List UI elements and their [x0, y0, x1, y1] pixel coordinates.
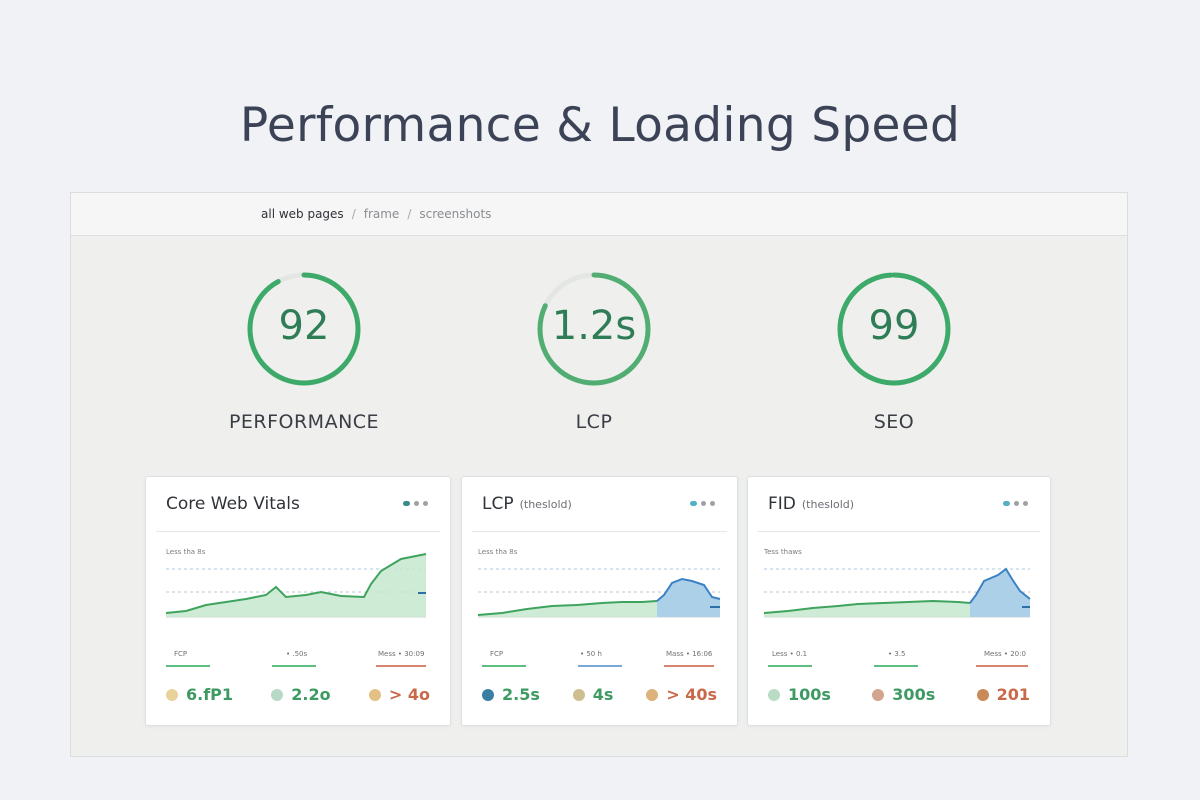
more-options-icon[interactable] [1003, 501, 1028, 506]
breadcrumb-item-all-web-pages[interactable]: all web pages [261, 207, 344, 221]
stat-poor: > 4o [368, 685, 430, 704]
gauge-label: LCP [575, 411, 613, 433]
gauge-lcp: 1.2s LCP [514, 269, 674, 433]
legend-label: • 50 h [580, 650, 602, 658]
stat-needs-improvement: 4s [572, 685, 614, 704]
card-core-web-vitals: Core Web Vitals Less tha 8s FCP • .50s M… [145, 476, 451, 726]
card-lcp: LCP (theslold) Less tha 8s FCP • 50 h Ma… [461, 476, 738, 726]
card-title: Core Web Vitals [166, 494, 300, 514]
status-dot [976, 688, 989, 701]
chart-axis-note: Tess thaws [763, 548, 802, 556]
card-subtitle: (theslold) [519, 497, 572, 511]
gauge-label: PERFORMANCE [228, 411, 380, 433]
threshold-bar-mid [272, 665, 316, 667]
stat-good: 6.fP1 [166, 685, 233, 704]
legend-label: FCP [490, 650, 504, 658]
stat-good: 100s [768, 685, 831, 704]
stat-value: 201 [996, 685, 1030, 704]
threshold-bar-good [166, 665, 210, 667]
stat-value: 4s [592, 685, 614, 704]
status-dot [482, 688, 494, 701]
status-dot [271, 688, 284, 701]
gauge-value: 99 [868, 303, 920, 349]
threshold-bar-poor [376, 665, 426, 667]
stat-value: 2.2o [291, 685, 331, 704]
more-options-icon[interactable] [690, 501, 715, 506]
stat-value: > 4o [388, 685, 430, 704]
gauge-ring [837, 272, 951, 386]
status-dot [768, 688, 780, 701]
stat-poor: > 40s [646, 685, 717, 704]
gauge-value: 92 [278, 303, 330, 349]
threshold-bar-poor [664, 665, 714, 667]
breadcrumb-separator: / [407, 207, 412, 221]
stat-poor: 201 [976, 685, 1030, 704]
gauge-ring [247, 272, 361, 386]
card-subtitle: (theslold) [801, 497, 855, 511]
stat-value: > 40s [666, 685, 717, 704]
trend-chart: Less tha 8s [477, 548, 721, 618]
threshold-bar-good [768, 665, 812, 667]
status-dot [368, 688, 381, 701]
trend-chart: Less tha 8s [165, 548, 427, 618]
gauge-performance: 92 PERFORMANCE [224, 269, 384, 433]
page-headline: Performance & Loading Speed [239, 98, 961, 153]
stat-value: 100s [788, 685, 831, 704]
stat-value: 6.fP1 [186, 685, 234, 704]
stat-needs-improvement: 300s [872, 685, 935, 704]
status-dot [646, 688, 659, 701]
legend-label: • 3.5 [888, 650, 906, 658]
card-title: FID [768, 494, 796, 514]
stat-good: 2.5s [482, 685, 540, 704]
more-options-icon[interactable] [403, 501, 428, 506]
stat-needs-improvement: 2.2o [271, 685, 331, 704]
threshold-bar-good [482, 665, 526, 667]
legend-label: Less • 0.1 [772, 650, 808, 658]
gauge-value: 1.2s [551, 303, 637, 349]
legend-label: Mass • 16:06 [666, 650, 713, 658]
gauge-ring [537, 272, 651, 386]
status-dot [572, 688, 585, 701]
trend-chart: Tess thaws [763, 548, 1031, 618]
chart-axis-note: Less tha 8s [478, 548, 518, 556]
gauge-seo: 99 SEO [814, 269, 974, 433]
stat-value: 2.5s [502, 685, 540, 704]
gauge-label: SEO [873, 411, 915, 433]
legend-label: Mess • 30:09 [378, 650, 425, 658]
browser-frame: all web pages / frame / screenshots 92 P… [70, 192, 1128, 757]
card-fid: FID (theslold) Tess thaws Less • 0.1 • 3… [747, 476, 1051, 726]
threshold-bar-poor [976, 665, 1028, 667]
status-dot [872, 688, 885, 701]
legend-label: FCP [174, 650, 188, 658]
chart-axis-note: Less tha 8s [166, 548, 206, 556]
stat-value: 300s [892, 685, 936, 704]
threshold-bar-mid [874, 665, 918, 667]
breadcrumb-item-frame[interactable]: frame [363, 207, 400, 221]
breadcrumb-item-screenshots[interactable]: screenshots [419, 207, 492, 221]
breadcrumb: all web pages / frame / screenshots [71, 193, 1127, 236]
breadcrumb-separator: / [351, 207, 356, 221]
threshold-bar-mid [578, 665, 622, 667]
legend-label: Mess • 20:0 [984, 650, 1026, 658]
status-dot [166, 688, 178, 701]
legend-label: • .50s [286, 650, 308, 658]
card-title: LCP [482, 494, 514, 514]
